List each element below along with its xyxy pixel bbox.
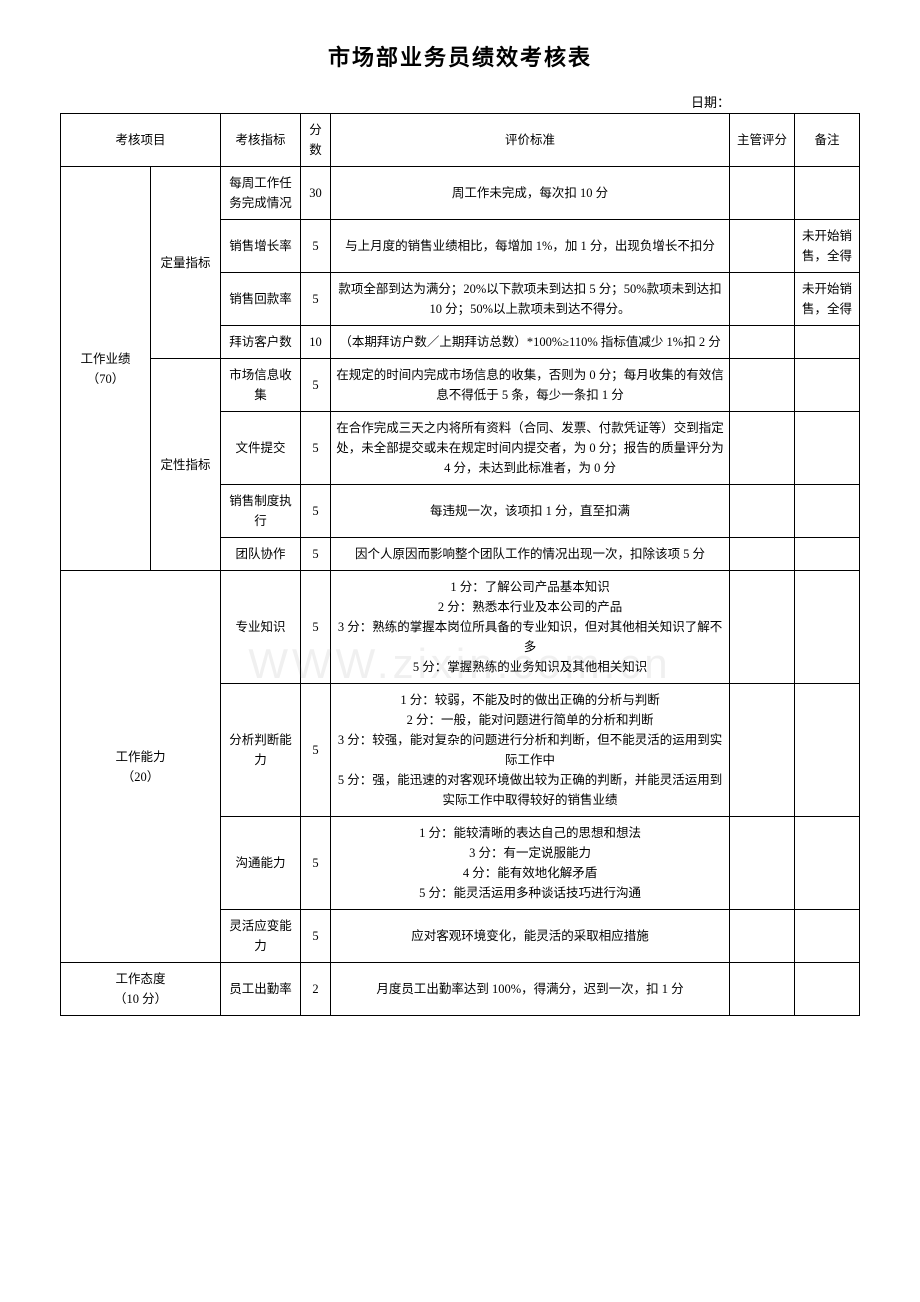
indicator-cell: 拜访客户数 <box>221 326 301 359</box>
criteria-cell: 1 分：能较清晰的表达自己的思想和想法3 分：有一定说服能力4 分：能有效地化解… <box>331 817 730 910</box>
section-ability: 工作能力 （20） <box>61 571 221 963</box>
header-remark: 备注 <box>795 114 860 167</box>
criteria-cell: 每违规一次，该项扣 1 分，直至扣满 <box>331 485 730 538</box>
criteria-cell: （本期拜访户数／上期拜访总数）*100%≥110% 指标值减少 1%扣 2 分 <box>331 326 730 359</box>
header-project: 考核项目 <box>61 114 221 167</box>
remark-cell <box>795 571 860 684</box>
section-attitude-weight: （10 分） <box>114 992 167 1006</box>
score-cell: 5 <box>301 538 331 571</box>
table-row: 定性指标 市场信息收集 5 在规定的时间内完成市场信息的收集，否则为 0 分；每… <box>61 359 860 412</box>
indicator-cell: 员工出勤率 <box>221 963 301 1016</box>
indicator-cell: 市场信息收集 <box>221 359 301 412</box>
supervisor-cell <box>730 220 795 273</box>
supervisor-cell <box>730 485 795 538</box>
score-cell: 5 <box>301 684 331 817</box>
remark-cell <box>795 817 860 910</box>
section-attitude: 工作态度 （10 分） <box>61 963 221 1016</box>
section-performance-weight: （70） <box>87 372 125 386</box>
indicator-cell: 专业知识 <box>221 571 301 684</box>
remark-cell <box>795 538 860 571</box>
remark-cell <box>795 167 860 220</box>
supervisor-cell <box>730 684 795 817</box>
supervisor-cell <box>730 571 795 684</box>
supervisor-cell <box>730 273 795 326</box>
indicator-cell: 每周工作任务完成情况 <box>221 167 301 220</box>
remark-cell <box>795 963 860 1016</box>
score-cell: 5 <box>301 817 331 910</box>
score-cell: 5 <box>301 910 331 963</box>
supervisor-cell <box>730 910 795 963</box>
indicator-cell: 销售增长率 <box>221 220 301 273</box>
indicator-cell: 文件提交 <box>221 412 301 485</box>
remark-cell <box>795 485 860 538</box>
score-cell: 5 <box>301 220 331 273</box>
section-ability-weight: （20） <box>122 770 160 784</box>
criteria-cell: 应对客观环境变化，能灵活的采取相应措施 <box>331 910 730 963</box>
score-cell: 2 <box>301 963 331 1016</box>
indicator-cell: 销售制度执行 <box>221 485 301 538</box>
indicator-cell: 灵活应变能力 <box>221 910 301 963</box>
criteria-cell: 因个人原因而影响整个团队工作的情况出现一次，扣除该项 5 分 <box>331 538 730 571</box>
section-ability-label: 工作能力 <box>116 750 166 764</box>
header-indicator: 考核指标 <box>221 114 301 167</box>
criteria-cell: 款项全部到达为满分；20%以下款项未到达扣 5 分；50%款项未到达扣 10 分… <box>331 273 730 326</box>
header-supervisor: 主管评分 <box>730 114 795 167</box>
supervisor-cell <box>730 167 795 220</box>
score-cell: 30 <box>301 167 331 220</box>
supervisor-cell <box>730 817 795 910</box>
score-cell: 5 <box>301 359 331 412</box>
subcat-qualitative: 定性指标 <box>151 359 221 571</box>
criteria-cell: 1 分：了解公司产品基本知识2 分：熟悉本行业及本公司的产品3 分：熟练的掌握本… <box>331 571 730 684</box>
score-cell: 5 <box>301 412 331 485</box>
supervisor-cell <box>730 963 795 1016</box>
supervisor-cell <box>730 359 795 412</box>
supervisor-cell <box>730 326 795 359</box>
section-performance-label: 工作业绩 <box>80 352 130 366</box>
criteria-cell: 在规定的时间内完成市场信息的收集，否则为 0 分；每月收集的有效信息不得低于 5… <box>331 359 730 412</box>
criteria-cell: 月度员工出勤率达到 100%，得满分，迟到一次，扣 1 分 <box>331 963 730 1016</box>
criteria-cell: 1 分：较弱，不能及时的做出正确的分析与判断2 分：一般，能对问题进行简单的分析… <box>331 684 730 817</box>
header-criteria: 评价标准 <box>331 114 730 167</box>
remark-cell: 未开始销售，全得 <box>795 273 860 326</box>
indicator-cell: 销售回款率 <box>221 273 301 326</box>
subcat-quantitative: 定量指标 <box>151 167 221 359</box>
remark-cell <box>795 412 860 485</box>
indicator-cell: 沟通能力 <box>221 817 301 910</box>
criteria-cell: 在合作完成三天之内将所有资料（合同、发票、付款凭证等）交到指定处，未全部提交或未… <box>331 412 730 485</box>
date-label: 日期： <box>60 92 860 111</box>
supervisor-cell <box>730 412 795 485</box>
evaluation-table: 考核项目 考核指标 分数 评价标准 主管评分 备注 工作业绩 （70） 定量指标… <box>60 113 860 1016</box>
criteria-cell: 与上月度的销售业绩相比，每增加 1%，加 1 分，出现负增长不扣分 <box>331 220 730 273</box>
section-attitude-label: 工作态度 <box>116 972 166 986</box>
score-cell: 5 <box>301 571 331 684</box>
remark-cell <box>795 684 860 817</box>
score-cell: 5 <box>301 273 331 326</box>
remark-cell <box>795 326 860 359</box>
table-row: 工作能力 （20） 专业知识 5 1 分：了解公司产品基本知识2 分：熟悉本行业… <box>61 571 860 684</box>
score-cell: 5 <box>301 485 331 538</box>
remark-cell <box>795 359 860 412</box>
indicator-cell: 团队协作 <box>221 538 301 571</box>
page-title: 市场部业务员绩效考核表 <box>60 40 860 72</box>
remark-cell: 未开始销售，全得 <box>795 220 860 273</box>
remark-cell <box>795 910 860 963</box>
table-row: 工作业绩 （70） 定量指标 每周工作任务完成情况 30 周工作未完成，每次扣 … <box>61 167 860 220</box>
table-row: 工作态度 （10 分） 员工出勤率 2 月度员工出勤率达到 100%，得满分，迟… <box>61 963 860 1016</box>
indicator-cell: 分析判断能力 <box>221 684 301 817</box>
header-row: 考核项目 考核指标 分数 评价标准 主管评分 备注 <box>61 114 860 167</box>
score-cell: 10 <box>301 326 331 359</box>
section-performance: 工作业绩 （70） <box>61 167 151 571</box>
criteria-cell: 周工作未完成，每次扣 10 分 <box>331 167 730 220</box>
supervisor-cell <box>730 538 795 571</box>
header-score: 分数 <box>301 114 331 167</box>
